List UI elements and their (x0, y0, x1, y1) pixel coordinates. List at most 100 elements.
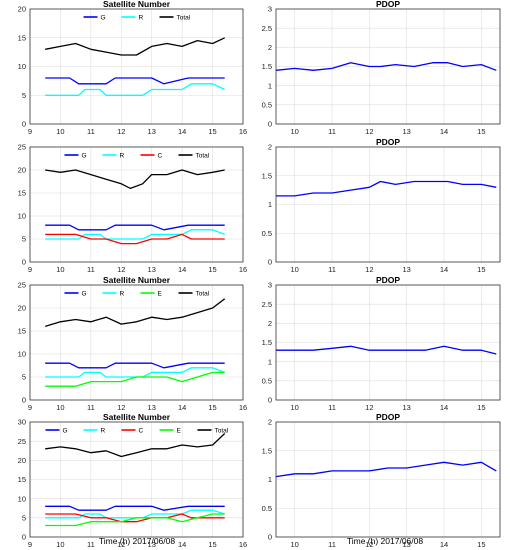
y-tick-label: 5 (22, 235, 26, 244)
series-line-e (45, 513, 225, 527)
axes-frame (29, 8, 244, 125)
x-tick-label: 16 (239, 127, 247, 136)
x-tick-label: 9 (28, 540, 32, 549)
x-tick-label: 10 (290, 265, 298, 274)
y-tick-label: 5 (22, 513, 26, 522)
series-line-c (45, 513, 225, 523)
x-tick-label: 11 (87, 540, 95, 549)
y-tick-label: 0 (22, 258, 26, 267)
y-tick-label: 10 (18, 350, 26, 359)
x-tick-label: 13 (402, 403, 410, 412)
legend-label: Total (196, 153, 210, 160)
legend-label: R (120, 153, 125, 160)
chart-title: PDOP (376, 412, 400, 422)
x-tick-label: 13 (402, 265, 410, 274)
chart-panel-5: 9 10 11 12 13 14 15 16 0 5 10 15 20 25 Satellite Numbe… (18, 275, 248, 412)
y-tick-label: 20 (18, 304, 26, 313)
x-tick-label: 13 (148, 127, 156, 136)
y-tick-label: 0 (268, 396, 272, 405)
y-tick-label: 3 (268, 5, 272, 14)
y-tick-label: 2.5 (262, 24, 272, 33)
y-tick-label: 0 (22, 120, 26, 129)
legend-label: C (139, 428, 144, 435)
x-tick-label: 15 (208, 403, 216, 412)
axes-frame (275, 284, 501, 401)
series-line-c (45, 233, 225, 245)
legend-label: E (158, 291, 163, 298)
x-tick-label: 10 (290, 403, 298, 412)
x-tick-label: 11 (328, 127, 336, 136)
chart-title: Satellite Number (103, 412, 171, 422)
series-line-g (45, 362, 225, 369)
x-tick-label: 16 (239, 265, 247, 274)
y-tick-label: 5 (22, 91, 26, 100)
x-tick-label: 11 (87, 265, 95, 274)
series-line-pdop (275, 461, 497, 478)
y-tick-label: 0 (268, 258, 272, 267)
x-tick-label: 9 (28, 265, 32, 274)
axes-frame (275, 146, 501, 263)
series-line-total (45, 169, 225, 190)
x-tick-label: 14 (178, 265, 186, 274)
x-tick-label: 11 (87, 403, 95, 412)
series-line-total (45, 37, 225, 56)
x-tick-label: 10 (290, 540, 298, 549)
axes-frame (29, 146, 244, 263)
series-line-g (45, 77, 225, 85)
y-tick-label: 1.5 (262, 338, 272, 347)
series-line-pdop (275, 62, 497, 71)
x-tick-label: 15 (208, 265, 216, 274)
x-tick-label: 14 (440, 403, 448, 412)
y-tick-label: 2 (268, 143, 272, 152)
x-tick-label: 10 (56, 265, 64, 274)
x-tick-label: 14 (178, 127, 186, 136)
x-tick-label: 11 (87, 127, 95, 136)
left-bottom-xlabel: Time (h) 2017/06/08 (99, 536, 175, 546)
y-tick-label: 1 (268, 200, 272, 209)
y-tick-label: 25 (18, 437, 26, 446)
y-tick-label: 10 (18, 62, 26, 71)
x-tick-label: 14 (440, 540, 448, 549)
x-tick-label: 14 (178, 403, 186, 412)
y-tick-label: 2 (268, 319, 272, 328)
y-tick-label: 1.5 (262, 171, 272, 180)
legend-label: G (63, 428, 68, 435)
chart-panel-4: 10 11 12 13 14 15 0 0.5 1 1.5 2 PDOP (262, 137, 501, 274)
y-tick-label: 0 (268, 120, 272, 129)
y-tick-label: 10 (18, 212, 26, 221)
legend-label: C (158, 153, 163, 160)
series-line-r (45, 83, 225, 96)
x-tick-label: 15 (477, 403, 485, 412)
x-tick-label: 13 (148, 265, 156, 274)
series-line-total (45, 433, 226, 458)
series-line-total (45, 298, 226, 328)
legend-label: G (101, 15, 106, 22)
y-tick-label: 1.5 (262, 62, 272, 71)
legend-label: R (101, 428, 106, 435)
chart-panel-2: 10 11 12 13 14 15 0 0.5 1 1.5 2 2.5 3 PDOP (262, 0, 501, 136)
x-tick-label: 10 (56, 403, 64, 412)
x-tick-label: 10 (56, 540, 64, 549)
plot-area (30, 285, 243, 400)
chart-panel-1: 9 10 11 12 13 14 15 16 0 5 10 15 20 Satellite Number G… (18, 0, 248, 136)
y-tick-label: 0.5 (262, 504, 272, 513)
y-tick-label: 1 (268, 475, 272, 484)
y-tick-label: 1 (268, 357, 272, 366)
y-tick-label: 0 (22, 533, 26, 542)
x-tick-label: 12 (117, 403, 125, 412)
y-tick-label: 2 (268, 43, 272, 52)
x-tick-label: 15 (477, 540, 485, 549)
x-tick-label: 9 (28, 127, 32, 136)
y-tick-label: 2.5 (262, 300, 272, 309)
y-tick-label: 15 (18, 327, 26, 336)
y-tick-label: 15 (18, 475, 26, 484)
x-tick-label: 15 (477, 265, 485, 274)
x-tick-label: 13 (402, 540, 410, 549)
series-line-g (45, 224, 225, 231)
legend-label: Total (215, 428, 229, 435)
y-tick-label: 0.5 (262, 100, 272, 109)
x-tick-label: 11 (328, 265, 336, 274)
y-tick-label: 3 (268, 281, 272, 290)
x-tick-label: 13 (148, 540, 156, 549)
series-line-e (45, 371, 225, 387)
